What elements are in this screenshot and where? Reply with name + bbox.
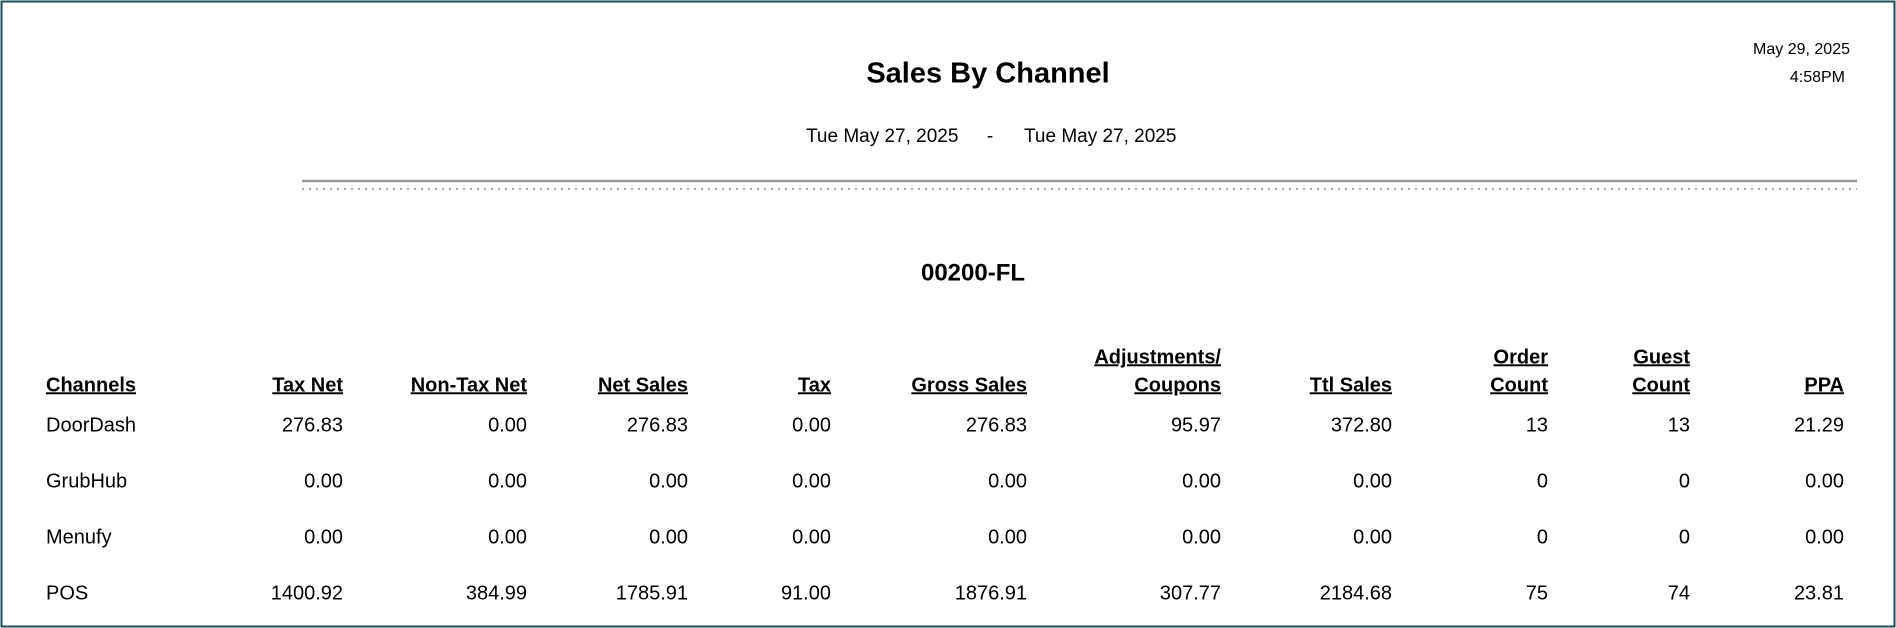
date-end: Tue May 27, 2025 [1024, 126, 1176, 147]
channel-name: GrubHub [46, 470, 127, 492]
print-time: 4:58PM [1790, 69, 1845, 86]
cell-value: 0.00 [1353, 470, 1392, 492]
cell-value: 0.00 [304, 470, 343, 492]
print-date: May 29, 2025 [1753, 41, 1850, 58]
cell-value: 1785.91 [616, 582, 688, 604]
cell-value: 0 [1537, 470, 1548, 492]
cell-value: 0.00 [488, 470, 527, 492]
cell-value: 91.00 [781, 582, 831, 604]
cell-value: 0.00 [1805, 526, 1844, 548]
date-separator: - [987, 126, 993, 147]
channel-name: Menufy [46, 526, 112, 548]
cell-value: 0.00 [304, 526, 343, 548]
cell-value: 0 [1679, 526, 1690, 548]
cell-value: 1400.92 [271, 582, 343, 604]
date-start: Tue May 27, 2025 [806, 126, 958, 147]
column-header: Order [1494, 346, 1549, 368]
column-header: Channels [46, 374, 136, 396]
cell-value: 0.00 [649, 526, 688, 548]
cell-value: 0.00 [988, 526, 1027, 548]
column-header: Tax Net [272, 374, 343, 396]
cell-value: 21.29 [1794, 414, 1844, 436]
cell-value: 2184.68 [1320, 582, 1392, 604]
cell-value: 0.00 [1182, 526, 1221, 548]
column-header: Net Sales [598, 374, 688, 396]
cell-value: 0.00 [488, 414, 527, 436]
cell-value: 0.00 [649, 470, 688, 492]
cell-value: 0.00 [988, 470, 1027, 492]
channel-name: POS [46, 582, 88, 604]
cell-value: 372.80 [1331, 414, 1392, 436]
column-header: PPA [1804, 374, 1844, 396]
cell-value: 0.00 [1353, 526, 1392, 548]
column-header: Count [1632, 374, 1690, 396]
cell-value: 75 [1526, 582, 1548, 604]
cell-value: 276.83 [966, 414, 1027, 436]
cell-value: 0 [1679, 470, 1690, 492]
cell-value: 0 [1537, 526, 1548, 548]
cell-value: 276.83 [627, 414, 688, 436]
column-header: Count [1490, 374, 1548, 396]
cell-value: 0.00 [488, 526, 527, 548]
cell-value: 0.00 [792, 414, 831, 436]
cell-value: 74 [1668, 582, 1690, 604]
column-header: Adjustments/ [1094, 346, 1221, 368]
column-header: Tax [798, 374, 831, 396]
channel-name: DoorDash [46, 414, 136, 436]
column-header: Non-Tax Net [411, 374, 528, 396]
cell-value: 0.00 [1182, 470, 1221, 492]
cell-value: 0.00 [1805, 470, 1844, 492]
cell-value: 384.99 [466, 582, 527, 604]
column-header: Ttl Sales [1310, 374, 1392, 396]
sales-table: Channels Tax Net Non-Tax Net Net Sales Tax Gr… [46, 346, 1844, 604]
cell-value: 0.00 [792, 470, 831, 492]
report-title: Sales By Channel [866, 58, 1109, 90]
cell-value: 13 [1526, 414, 1548, 436]
cell-value: 307.77 [1160, 582, 1221, 604]
cell-value: 1876.91 [955, 582, 1027, 604]
cell-value: 13 [1668, 414, 1690, 436]
store-id: 00200-FL [921, 259, 1025, 286]
column-header: Gross Sales [911, 374, 1027, 396]
column-header: Coupons [1134, 374, 1221, 396]
cell-value: 0.00 [792, 526, 831, 548]
cell-value: 23.81 [1794, 582, 1844, 604]
cell-value: 276.83 [282, 414, 343, 436]
column-header: Guest [1633, 346, 1690, 368]
cell-value: 95.97 [1171, 414, 1221, 436]
